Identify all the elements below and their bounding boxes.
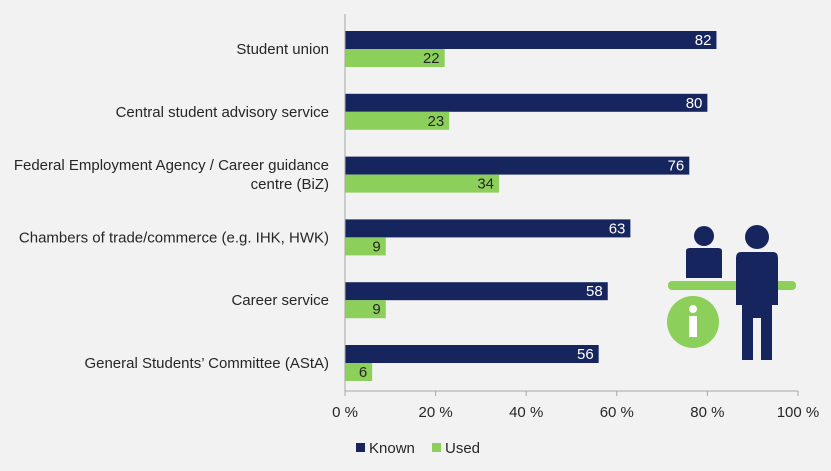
visitor-body [736, 252, 778, 360]
bar-used-4 [345, 300, 386, 319]
data-label-used-5: 6 [359, 364, 367, 381]
bar-known-3 [345, 219, 631, 238]
category-labels: Student union Central student advisory se… [14, 41, 329, 372]
bar-known-0 [345, 31, 717, 49]
bar-known-5 [345, 345, 599, 363]
clerk-body [686, 248, 722, 278]
x-tick-label: 100 % [777, 404, 820, 421]
x-axis: 0 % 20 % 40 % 60 % 80 % 100 % [332, 14, 819, 421]
clerk-head [694, 226, 714, 246]
data-label-known-1: 80 [686, 95, 703, 112]
bar-used-0 [345, 49, 445, 67]
category-label: Student union [236, 41, 329, 58]
data-label-used-2: 34 [477, 176, 494, 193]
visitor-head [745, 225, 769, 249]
bar-used-2 [345, 174, 500, 193]
data-label-known-3: 63 [609, 220, 626, 237]
bar-used-5 [345, 363, 373, 381]
x-tick-label: 80 % [690, 404, 724, 421]
legend: Known Used [356, 440, 480, 457]
category-label: General Students’ Committee (AStA) [84, 355, 329, 372]
bar-used-3 [345, 237, 386, 256]
category-label: Career service [231, 292, 329, 309]
bar-known-2 [345, 156, 690, 175]
x-tick-label: 60 % [600, 404, 634, 421]
data-label-known-0: 82 [695, 32, 712, 49]
data-label-known-5: 56 [577, 346, 594, 363]
bar-known-1 [345, 93, 708, 112]
data-label-known-2: 76 [668, 158, 685, 175]
data-label-used-1: 23 [428, 113, 445, 130]
data-label-known-4: 58 [586, 283, 603, 300]
legend-swatch-known [356, 443, 365, 452]
bar-used-1 [345, 111, 450, 130]
info-dot [689, 305, 697, 313]
legend-swatch-used [432, 443, 441, 452]
legend-label-known: Known [369, 440, 415, 457]
info-bar [689, 316, 697, 337]
data-label-used-3: 9 [372, 238, 380, 255]
x-tick-label: 40 % [509, 404, 543, 421]
category-label: Federal Employment Agency / Career guida… [14, 157, 329, 174]
data-label-used-0: 22 [423, 50, 440, 67]
category-label: Chambers of trade/commerce (e.g. IHK, HW… [19, 229, 329, 246]
legend-label-used: Used [445, 440, 480, 457]
x-tick-label: 20 % [418, 404, 452, 421]
bars-layer: 82 22 80 23 76 34 63 9 58 9 56 6 [345, 31, 717, 381]
category-label: Central student advisory service [116, 104, 329, 121]
data-label-used-4: 9 [372, 301, 380, 318]
x-tick-label: 0 % [332, 404, 358, 421]
information-desk-icon [667, 225, 796, 360]
category-label: centre (BiZ) [251, 176, 329, 193]
bar-known-4 [345, 282, 608, 301]
